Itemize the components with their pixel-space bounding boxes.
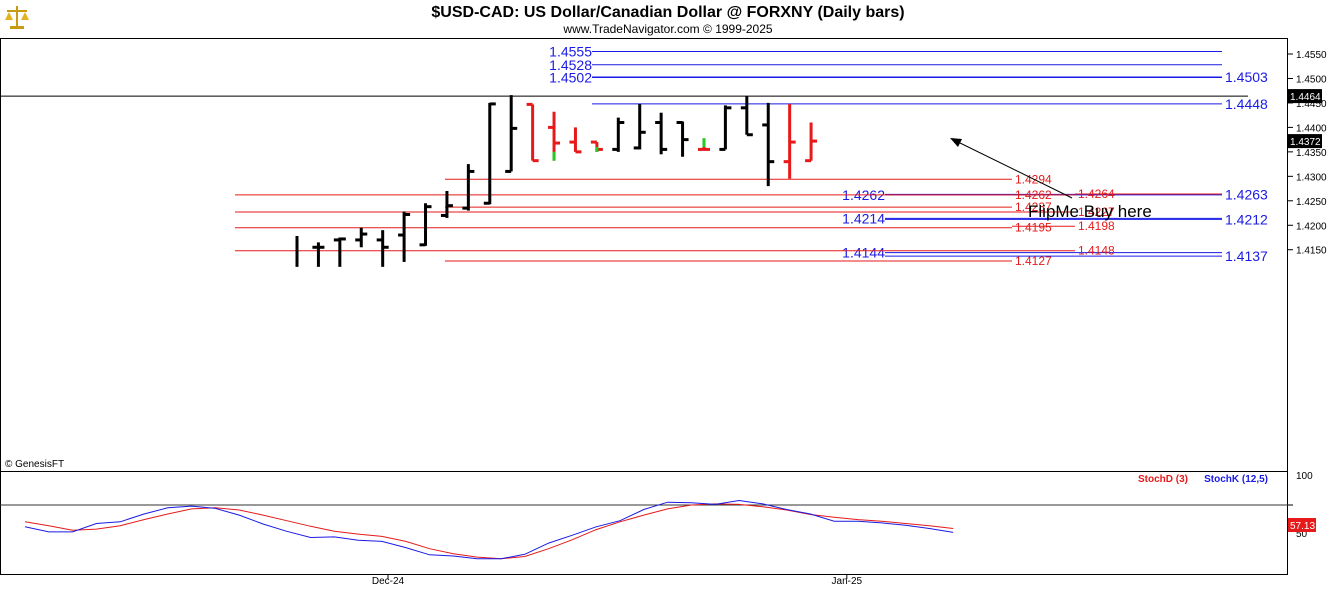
ohlc-bar (483, 102, 496, 205)
y-tick-label: 1.4400 (1296, 123, 1327, 134)
blue-level-label: 1.4503 (1225, 69, 1268, 85)
y-tick-label: 1.4550 (1296, 50, 1327, 61)
y-tick-label: 1.4200 (1296, 221, 1327, 232)
red-level-label: 1.4227 (1078, 205, 1115, 219)
blue-level-label: 1.4212 (1225, 211, 1268, 227)
stoch-last-label: 57.13 (1290, 521, 1315, 532)
ohlc-bar (312, 242, 325, 267)
ohlc-bar (440, 191, 453, 218)
y-tick-label: 1.4350 (1296, 148, 1327, 159)
ohlc-bar (419, 203, 432, 247)
last-price-box (1288, 134, 1322, 149)
ohlc-bar (612, 117, 625, 152)
annotation-layer: FlipMe Buy here (950, 138, 1152, 221)
stoch-last-box (1288, 518, 1316, 532)
blue-level-label: 1.4137 (1225, 248, 1268, 264)
ohlc-bar (462, 164, 475, 211)
last-price-label: 1.4372 (1290, 137, 1321, 148)
ohlc-bar (805, 122, 818, 163)
y-tick-label: 1.4300 (1296, 172, 1327, 183)
y-tick-label: 1.4500 (1296, 74, 1327, 85)
y-tick-label: 1.4250 (1296, 197, 1327, 208)
annotation-arrow-line (957, 141, 1073, 199)
ohlc-bar (333, 237, 346, 267)
ohlc-bar (398, 211, 411, 262)
stoch-series-line-1 (24, 499, 954, 560)
logo (2, 2, 32, 32)
gold-scale-icon (2, 2, 32, 32)
stoch-y-tick-label: 50 (1296, 529, 1308, 540)
red-level-label: 1.4198 (1078, 219, 1115, 233)
watermark: © GenesisFT (5, 459, 64, 470)
red-level-label: 1.4262 (1015, 188, 1052, 202)
red-level-label: 1.4237 (1015, 200, 1052, 214)
legend-stochk: StochK (12,5) (1204, 474, 1268, 485)
time-axis: Dec-24 Jan-25 (372, 575, 863, 587)
x-tick-label: Jan-25 (832, 576, 863, 587)
annotation-text: FlipMe Buy here (1028, 202, 1152, 221)
blue-level-label: 1.4448 (1225, 96, 1268, 112)
ohlc-bar (376, 230, 389, 267)
ohlc-bar (676, 121, 689, 157)
blue-level-label: 1.4528 (549, 57, 592, 73)
red-level-label: 1.4195 (1015, 221, 1052, 235)
legend-stochd: StochD (3) (1138, 474, 1188, 485)
blue-level-label: 1.4214 (842, 210, 885, 226)
x-tick-label: Dec-24 (372, 576, 405, 587)
y-tick-label: 1.4150 (1296, 246, 1327, 257)
ohlc-bar (762, 102, 775, 187)
bars-layer (295, 95, 818, 267)
stochastic-layer: 100 50 StochD (3) StochK (12,5) 57.13 (0, 471, 1316, 560)
chart-title: $USD-CAD: US Dollar/Canadian Dollar @ FO… (431, 4, 904, 21)
red-level-label: 1.4127 (1015, 254, 1052, 268)
ohlc-bar (783, 103, 796, 179)
ohlc-bar (526, 102, 539, 163)
annotation-arrowhead (950, 138, 962, 147)
price-axis: 1.4550 1.4500 1.4450 1.4400 1.4350 1.4300 1.42… (1288, 50, 1327, 257)
ohlc-bar (505, 95, 518, 173)
blue-level-label: 1.4502 (549, 69, 592, 85)
ohlc-bar (740, 96, 753, 137)
stoch-y-tick-label: 100 (1296, 471, 1313, 482)
chart-subtitle: www.TradeNavigator.com © 1999-2025 (562, 22, 772, 36)
blue-level-label: 1.4263 (1225, 186, 1268, 202)
stoch-series-line-0 (24, 503, 954, 560)
ohlc-bar (633, 103, 646, 150)
y-tick-label: 1.4450 (1296, 99, 1327, 110)
red-level-label: 1.4264 (1078, 187, 1115, 201)
blue-level-label: 1.4144 (842, 245, 885, 261)
blue-level-label: 1.4555 (549, 44, 592, 60)
red-level-label: 1.4148 (1078, 244, 1115, 258)
high-price-label: 1.4464 (1290, 92, 1321, 103)
ohlc-bar (655, 112, 668, 155)
high-price-box (1288, 89, 1322, 104)
stoch-panel-frame (0, 471, 1288, 575)
ohlc-bar (355, 227, 368, 248)
ohlc-bar (719, 105, 732, 151)
ohlc-bar (569, 127, 582, 154)
